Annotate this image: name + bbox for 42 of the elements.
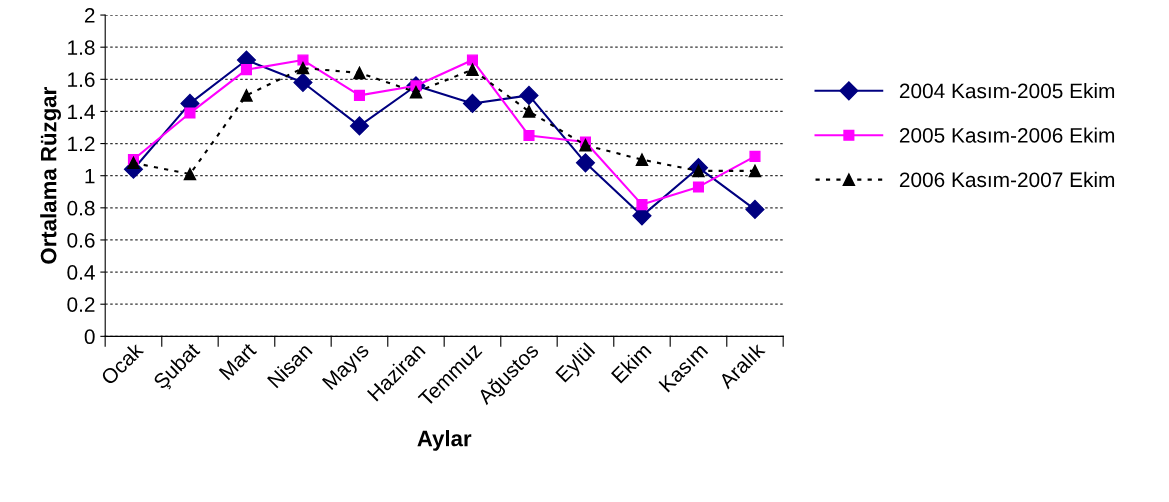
y-tick-label: 1.6	[68, 72, 95, 88]
y-tick-label: 0	[84, 329, 95, 345]
point	[748, 164, 762, 178]
point	[522, 105, 536, 118]
point	[636, 199, 648, 211]
point	[353, 89, 366, 101]
point	[519, 85, 539, 105]
point	[293, 72, 313, 93]
point	[462, 93, 483, 113]
y-tick-label: 0.8	[67, 200, 95, 216]
point	[575, 153, 596, 173]
point	[184, 107, 196, 119]
point	[349, 116, 370, 136]
y-tick-label: 1	[85, 168, 95, 184]
y-tick-label: 2	[84, 8, 95, 23]
y-tick-label: 0.6	[67, 232, 95, 248]
point	[409, 85, 423, 99]
point	[692, 181, 705, 193]
point	[745, 199, 765, 219]
point	[127, 156, 140, 170]
point	[466, 54, 479, 66]
y-axis-title: Ortalama Rüzgar	[40, 87, 61, 264]
legend-label: 2006 Kasım-2007 Ekim	[899, 171, 1115, 188]
point	[240, 64, 253, 76]
x-axis-title: Aylar	[417, 430, 472, 451]
point	[749, 150, 761, 162]
y-tick-label: 1.8	[68, 40, 95, 55]
point	[579, 138, 592, 152]
legend-label: 2004 Kasım-2005 Ekim	[899, 83, 1115, 99]
point	[183, 167, 197, 181]
point	[296, 61, 310, 75]
y-tick-label: 1.4	[68, 104, 95, 119]
point	[240, 89, 253, 102]
y-tick-label: 1.2	[68, 136, 95, 152]
legend-label: 2005 Kasım-2006 Ekim	[899, 127, 1115, 143]
point	[466, 63, 479, 76]
y-tick-label: 0.2	[67, 297, 95, 312]
y-tick-label: 0.4	[67, 265, 95, 280]
point	[635, 153, 649, 166]
point	[523, 129, 535, 142]
point	[297, 54, 309, 66]
point	[353, 66, 366, 80]
